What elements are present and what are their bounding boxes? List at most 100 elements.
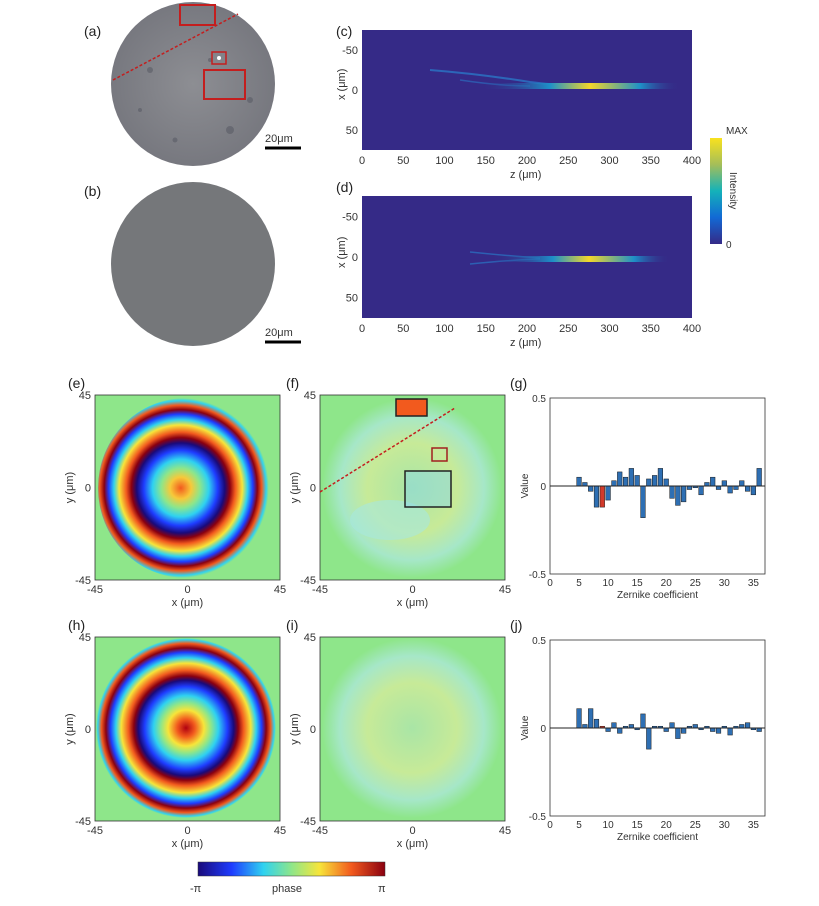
panel-j-label: (j) — [510, 617, 522, 633]
panel-f: (f) -45 0 45 45 0 -45 x (μm) y (μm) — [286, 375, 511, 609]
i-axes-ylabel: y (μm) — [289, 713, 301, 744]
zernike-bar — [576, 476, 582, 487]
i-axes-xtick-label: -45 — [312, 825, 328, 837]
i-axes-ytick-label: 0 — [310, 724, 316, 736]
defect-box-2-f — [431, 447, 448, 462]
zernike-bar — [669, 485, 675, 499]
zernike-bar — [628, 724, 634, 729]
d-ytick-label: 0 — [352, 252, 358, 264]
zernike-bar — [744, 722, 751, 729]
c-xtick-label: 350 — [642, 155, 660, 167]
e-axes-ytick-label: -45 — [75, 575, 91, 587]
zernike-bar — [715, 727, 722, 734]
zernike-xtick-label: 35 — [748, 820, 760, 831]
phase-colorbar: -π phase π — [190, 861, 386, 895]
zernike-bar — [744, 485, 751, 492]
beam-focus-c — [480, 83, 680, 89]
phase-colorbar-scale — [197, 861, 386, 877]
zernike-bar — [750, 485, 756, 496]
zernike-bar — [698, 485, 704, 496]
zernike-bar — [617, 727, 623, 734]
f-axes-ytick-label: -45 — [300, 575, 316, 587]
panel-h-label: (h) — [68, 617, 85, 633]
d-xtick-label: 200 — [518, 323, 536, 335]
defect-dot-a — [217, 56, 221, 60]
zernike-bar — [686, 485, 693, 490]
c-xtick-label: 100 — [435, 155, 453, 167]
panel-a-label: (a) — [84, 23, 101, 39]
xlabel-c: z (μm) — [510, 169, 541, 181]
beam-focus-d — [490, 256, 670, 262]
i-axes-ytick-label: -45 — [300, 816, 316, 828]
defect-box-1-a — [179, 4, 216, 26]
axes-i: -45 0 45 45 0 -45 x (μm) y (μm) — [289, 632, 511, 850]
zernike-ylabel: Value — [520, 715, 531, 740]
f-axes-ylabel: y (μm) — [289, 472, 301, 503]
zernike-bar — [727, 485, 733, 494]
defect-box-2-a — [211, 51, 227, 65]
zernike-bar — [756, 727, 762, 732]
panel-d: (d) -50 0 50 0 50 100 150 200 250 300 350 400 x (μm… — [336, 179, 701, 349]
intensity-colorbar-scale — [710, 138, 722, 244]
zernike-xtick-label: 25 — [690, 820, 702, 831]
i-axes-xtick-label: 0 — [409, 825, 415, 837]
zernike-bar — [588, 708, 594, 729]
zernike-bar — [646, 727, 652, 750]
intensity-colorbar-label: Intensity — [727, 172, 738, 209]
e-axes-ytick-label: 45 — [79, 390, 91, 402]
h-axes-ytick-label: 0 — [85, 724, 91, 736]
i-axes-xtick-label: 45 — [499, 825, 511, 837]
c-ytick-label: 50 — [346, 125, 358, 137]
zernike-ytick-label: 0 — [540, 724, 546, 735]
zernike-xtick-label: 15 — [632, 820, 644, 831]
zernike-bar — [721, 480, 727, 487]
e-axes-ytick-label: 0 — [85, 483, 91, 495]
zernike-bar — [605, 727, 611, 732]
zernike-bar — [593, 485, 600, 508]
zernike-xtick-label: 5 — [576, 578, 582, 589]
zernike-xtick-label: 25 — [690, 578, 702, 589]
d-xtick-label: 350 — [642, 323, 660, 335]
zernike-ytick-label: 0.5 — [532, 636, 546, 647]
c-xtick-label: 250 — [559, 155, 577, 167]
zernike-bar — [576, 708, 582, 729]
fiber-facet-image-a — [111, 2, 275, 166]
panel-e: (e) -45 0 45 45 0 -45 x (μm) y (μm) — [64, 375, 286, 609]
zernike-bar — [652, 475, 658, 487]
e-axes-ylabel: y (μm) — [64, 472, 76, 503]
zernike-ytick-label: 0.5 — [532, 394, 546, 405]
panel-h: (h) -45 0 45 45 0 -45 x (μm) y (μm) — [64, 617, 286, 850]
zernike-bar — [681, 485, 687, 503]
zernike-xtick-label: 20 — [661, 578, 673, 589]
panel-c: (c) -50 0 50 0 50 100 150 200 250 300 350 400 x (μm… — [336, 23, 701, 181]
zernike-bar — [675, 727, 681, 739]
zernike-bar — [611, 480, 617, 487]
axes-h: -45 0 45 45 0 -45 x (μm) y (μm) — [64, 632, 286, 850]
intensity-map-c — [362, 30, 692, 150]
zernike-xtick-label: 20 — [661, 820, 673, 831]
phase-rings-h — [96, 638, 276, 818]
c-ytick-label: 0 — [352, 85, 358, 97]
zernike-bar — [617, 471, 623, 487]
panel-g-label: (g) — [510, 375, 527, 391]
c-xtick-label: 400 — [683, 155, 701, 167]
c-xtick-label: 150 — [477, 155, 495, 167]
panel-e-label: (e) — [68, 375, 85, 391]
zernike-bar — [605, 485, 611, 501]
panel-c-label: (c) — [336, 23, 352, 39]
zernike-xtick-label: 10 — [603, 820, 615, 831]
phase-colorbar-max: π — [378, 883, 386, 895]
panel-b-label: (b) — [84, 183, 101, 199]
zernike-ylabel: Value — [520, 473, 531, 498]
c-xtick-label: 0 — [359, 155, 365, 167]
d-xtick-label: 150 — [477, 323, 495, 335]
f-axes-ytick-label: 0 — [310, 483, 316, 495]
zernike-bar — [657, 468, 663, 487]
d-xtick-label: 50 — [397, 323, 409, 335]
h-axes-ytick-label: -45 — [75, 816, 91, 828]
zernike-bar — [675, 485, 681, 506]
axes-d: -50 0 50 0 50 100 150 200 250 300 350 400 x (μm) z … — [336, 211, 701, 349]
panel-b: (b) 20μm — [84, 182, 301, 346]
zernike-xtick-label: 30 — [719, 578, 731, 589]
